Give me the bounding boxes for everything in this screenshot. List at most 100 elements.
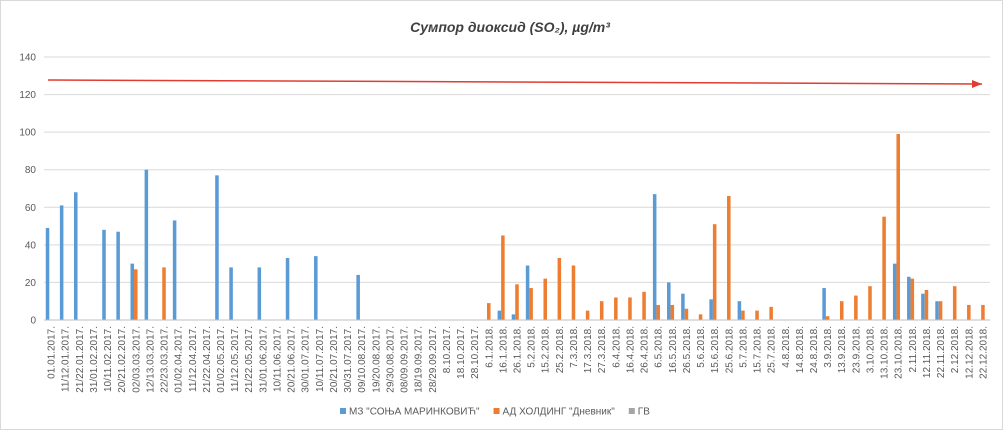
bar <box>642 291 646 320</box>
legend-label: АД ХОЛДИНГ "Дневник" <box>503 407 616 418</box>
x-tick-label: 27.3.2018. <box>597 326 608 373</box>
x-tick-label: 6.5.2018. <box>654 326 665 368</box>
bar <box>868 286 872 320</box>
bar <box>130 263 135 320</box>
x-tick-label: 21/22.05.2017. <box>244 326 255 393</box>
bar <box>822 288 826 320</box>
bar <box>497 310 502 320</box>
x-tick-label: 11/12.01.2017. <box>61 326 72 392</box>
bar <box>285 258 290 320</box>
bar <box>529 288 533 320</box>
bar <box>952 286 957 320</box>
bar <box>769 306 773 320</box>
x-tick-label: 30/31.07.2017. <box>343 326 354 393</box>
bar <box>709 299 713 320</box>
bar <box>628 297 632 320</box>
y-tick-label: 140 <box>19 53 36 64</box>
bar <box>144 169 149 320</box>
bar <box>921 293 925 320</box>
x-tick-label: 18.10.2017. <box>456 326 467 379</box>
bar <box>656 304 660 320</box>
bar <box>892 263 897 320</box>
x-tick-label: 11/12.04.2017. <box>188 326 199 392</box>
bar <box>215 175 219 320</box>
x-tick-label: 23.9.2018. <box>851 326 862 373</box>
bar <box>839 301 844 320</box>
bar <box>45 227 50 320</box>
x-tick-label: 10/11.06.2017. <box>272 326 283 392</box>
x-tick-label: 12/13.03.2017. <box>145 326 156 393</box>
x-tick-label: 25.7.2018. <box>767 326 778 373</box>
x-tick-label: 21/22.04.2017. <box>202 326 213 393</box>
legend-label: ГВ <box>638 407 650 418</box>
x-tick-label: 18/19.09.2017. <box>414 326 425 393</box>
x-tick-label: 29/30.08.2017. <box>385 326 396 393</box>
bar <box>684 308 689 320</box>
bar <box>924 289 929 320</box>
bar <box>511 314 516 320</box>
x-tick-label: 14.8.2018. <box>795 326 806 373</box>
y-tick-label: 0 <box>30 316 36 327</box>
y-tick-label: 40 <box>25 240 37 251</box>
legend-swatch <box>340 408 346 414</box>
bar <box>599 301 604 320</box>
bar <box>712 224 717 320</box>
chart-title: Сумпор диоксид (SO₂), µg/m³ <box>410 19 610 35</box>
x-tick-label: 20/21.07.2017. <box>329 326 340 393</box>
bar <box>967 304 971 320</box>
y-tick-label: 20 <box>25 278 37 289</box>
x-tick-label: 13.10.2018. <box>880 326 891 379</box>
bar <box>116 231 120 320</box>
bar <box>501 235 505 320</box>
x-tick-label: 2.12.2018. <box>950 326 961 373</box>
x-tick-label: 24.8.2018. <box>809 326 820 373</box>
bar <box>557 258 562 320</box>
bar <box>698 314 703 320</box>
x-tick-label: 15.7.2018. <box>753 326 764 373</box>
x-tick-label: 26.4.2018. <box>640 326 651 373</box>
bar <box>935 301 939 320</box>
x-tick-label: 5.6.2018. <box>696 326 707 368</box>
x-tick-label: 10/11.02.2017. <box>103 326 114 392</box>
legend-swatch <box>493 408 500 414</box>
x-tick-label: 31/01.06.2017. <box>258 326 269 393</box>
bar <box>755 310 759 320</box>
x-tick-label: 7.3.2018. <box>569 326 580 368</box>
x-tick-label: 4.8.2018. <box>781 326 792 368</box>
bar <box>356 274 360 320</box>
y-tick-label: 60 <box>25 203 37 214</box>
x-tick-label: 01/02.05.2017. <box>216 326 227 393</box>
x-tick-label: 01/02.04.2017. <box>174 326 185 393</box>
x-tick-label: 31/01.02.2017. <box>89 326 100 393</box>
x-tick-label: 15.6.2018. <box>710 326 721 373</box>
bar <box>515 284 519 320</box>
x-tick-label: 26.1.2018. <box>513 326 524 373</box>
x-tick-label: 23.10.2018. <box>894 326 905 379</box>
bar <box>74 192 78 320</box>
y-tick-label: 120 <box>19 90 36 101</box>
bar <box>981 304 985 320</box>
x-tick-label: 16.1.2018. <box>498 326 509 373</box>
bar <box>525 265 530 320</box>
bar <box>741 310 745 320</box>
x-tick-label: 16.4.2018. <box>625 326 636 373</box>
x-tick-label: 22/23.03.2017. <box>160 326 171 393</box>
bar <box>102 229 106 320</box>
bar <box>486 303 491 320</box>
x-tick-label: 22.11.2018. <box>936 326 947 378</box>
x-tick-label: 6.4.2018. <box>611 326 622 368</box>
x-tick-label: 20/21.02.2017. <box>117 326 128 393</box>
bar <box>172 220 177 320</box>
bar <box>907 276 911 320</box>
legend-label: МЗ "СОЊА МАРИНКОВИЋ" <box>349 407 480 418</box>
bar <box>229 267 233 320</box>
x-tick-label: 20/21.06.2017. <box>287 326 298 393</box>
x-tick-label: 15.2.2018. <box>541 326 552 373</box>
bar <box>543 278 548 320</box>
x-tick-label: 2.11.2018. <box>908 326 919 373</box>
bar <box>854 295 858 320</box>
legend: МЗ "СОЊА МАРИНКОВИЋ" АД ХОЛДИНГ "Дневник"… <box>340 407 650 418</box>
x-tick-label: 26.5.2018. <box>682 326 693 373</box>
x-tick-label: 02/03.03.2017. <box>131 326 142 393</box>
